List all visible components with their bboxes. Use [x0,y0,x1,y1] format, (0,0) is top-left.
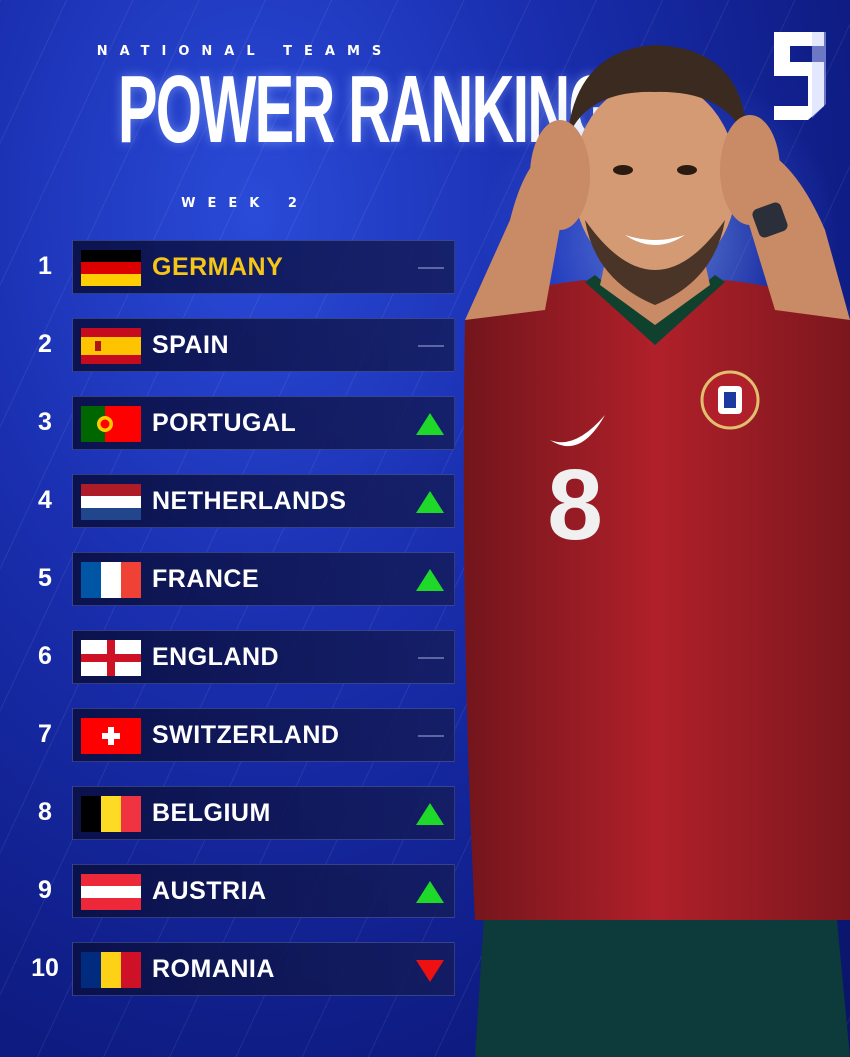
ranking-row: SPAIN [72,318,455,372]
netherlands-flag-icon [81,484,141,520]
player-image [463,45,850,1057]
trend-unchanged-icon [416,333,444,359]
ranking-row: PORTUGAL [72,396,455,450]
rank-number: 3 [38,408,52,436]
germany-flag-icon [81,250,141,286]
trend-unchanged-icon [416,723,444,749]
trend-up-icon [416,489,444,515]
rank-number: 7 [38,720,52,748]
country-name: AUSTRIA [152,877,267,905]
portugal-flag-icon [81,406,141,442]
trend-up-icon [416,411,444,437]
spain-flag-icon [81,328,141,364]
trend-down-icon [416,957,444,983]
country-name: ENGLAND [152,643,280,671]
page-title: POWER RANKINGS [117,56,653,163]
ranking-row: GERMANY [72,240,455,294]
ranking-row: NETHERLANDS [72,474,455,528]
rank-number: 6 [38,642,52,670]
shirt-number: 8 [547,449,603,561]
trend-up-icon [416,879,444,905]
belgium-flag-icon [81,796,141,832]
ranking-row: ROMANIA [72,942,455,996]
trend-unchanged-icon [416,255,444,281]
trend-up-icon [416,801,444,827]
ranking-row: AUSTRIA [72,864,455,918]
week-label: WEEK 2 [181,196,309,211]
rank-number: 8 [38,798,52,826]
ranking-row: FRANCE [72,552,455,606]
rank-number: 9 [38,876,52,904]
country-name: SWITZERLAND [152,721,340,749]
switzerland-flag-icon [81,718,141,754]
rank-number: 4 [38,486,52,514]
country-name: FRANCE [152,565,260,593]
ranking-row: SWITZERLAND [72,708,455,762]
country-name: GERMANY [152,253,284,281]
rank-number: 1 [38,252,52,280]
country-name: ROMANIA [152,955,275,983]
rank-number: 5 [38,564,52,592]
rank-number: 10 [31,954,59,982]
header-kicker: NATIONAL TEAMS [96,44,394,59]
trend-unchanged-icon [416,645,444,671]
country-name: NETHERLANDS [152,487,347,515]
rank-number: 2 [38,330,52,358]
trend-up-icon [416,567,444,593]
country-name: SPAIN [152,331,230,359]
england-flag-icon [81,640,141,676]
ranking-row: ENGLAND [72,630,455,684]
country-name: PORTUGAL [152,409,297,437]
romania-flag-icon [81,952,141,988]
ranking-row: BELGIUM [72,786,455,840]
country-name: BELGIUM [152,799,271,827]
brand-logo-icon [774,32,826,120]
france-flag-icon [81,562,141,598]
austria-flag-icon [81,874,141,910]
